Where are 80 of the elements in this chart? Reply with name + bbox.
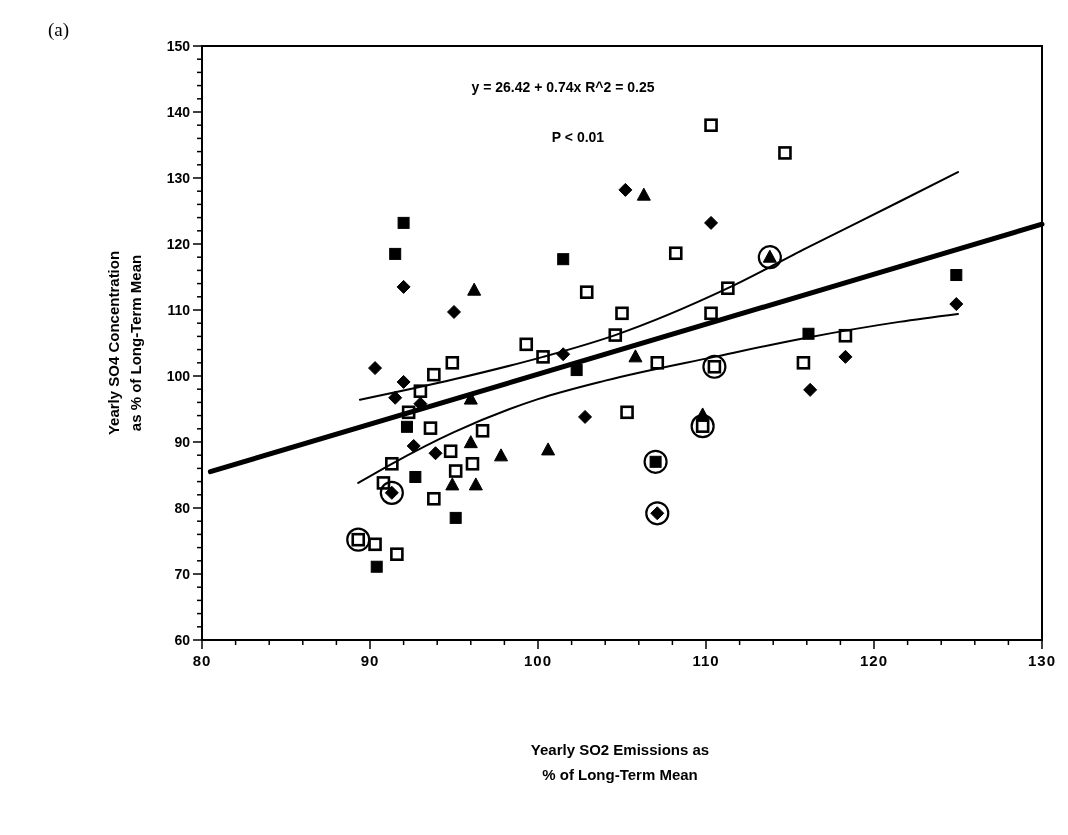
point: [494, 448, 509, 462]
point: [803, 382, 818, 397]
point: [950, 269, 963, 282]
text: (a): [48, 19, 70, 41]
line-series: [357, 312, 959, 484]
point: [643, 449, 668, 474]
point: [463, 435, 478, 449]
point: [427, 367, 441, 382]
point: [702, 354, 727, 379]
y-tick-label: 60: [174, 632, 191, 648]
y-tick-label: 80: [174, 500, 191, 516]
point: [346, 527, 371, 552]
y-tick-label: 130: [166, 170, 191, 186]
point: [579, 285, 594, 299]
y-tick-label: 120: [166, 236, 191, 252]
point: [449, 511, 462, 524]
point: [615, 306, 629, 321]
point: [389, 247, 402, 260]
annotation: P < 0.01: [551, 129, 605, 145]
point: [802, 327, 815, 340]
point: [519, 337, 534, 352]
point: [645, 501, 670, 526]
point: [379, 480, 404, 505]
point: [838, 349, 853, 364]
point: [423, 421, 438, 435]
point: [443, 444, 458, 459]
point: [445, 477, 460, 491]
point: [447, 304, 461, 319]
x-tick-label: 100: [523, 652, 553, 669]
point: [668, 246, 683, 261]
x-axis-title: Yearly SO2 Emissions as % of Long-Term Mean: [530, 741, 710, 783]
point: [690, 414, 715, 439]
x-tick-label: 90: [360, 652, 380, 669]
point: [620, 405, 634, 420]
point: [370, 560, 383, 573]
point: [396, 374, 411, 389]
point: [409, 470, 422, 483]
annotation: y = 26.42 + 0.74x R^2 = 0.25: [471, 79, 655, 95]
point: [541, 442, 556, 456]
point: [704, 306, 718, 321]
point: [465, 456, 480, 471]
point: [796, 356, 811, 370]
point: [390, 547, 404, 561]
point: [475, 423, 490, 438]
point: [467, 282, 482, 296]
point: [406, 438, 421, 453]
point: [570, 364, 583, 377]
point: [468, 477, 483, 491]
point: [778, 146, 792, 160]
point: [368, 361, 383, 376]
y-tick-label: 140: [166, 104, 191, 120]
point: [400, 420, 413, 433]
point: [949, 297, 964, 312]
x-tick-label: 110: [692, 652, 720, 669]
point: [578, 409, 593, 424]
point: [650, 356, 665, 370]
point: [704, 215, 719, 230]
x-tick-label: 120: [859, 652, 889, 669]
point: [397, 216, 410, 229]
point: [445, 356, 460, 370]
line-series: [358, 171, 959, 401]
y-tick-label: 100: [166, 368, 191, 384]
point: [636, 187, 651, 201]
point: [427, 491, 441, 506]
point: [628, 349, 643, 363]
y-axis-title: Yearly SO4 Concentration as % of Long-Term Mean: [105, 250, 144, 436]
y-tick-label: 150: [166, 38, 191, 54]
y-tick-label: 90: [174, 434, 191, 450]
point: [428, 446, 443, 461]
point: [388, 390, 403, 405]
point: [704, 118, 718, 132]
y-tick-label: 110: [167, 302, 191, 318]
point: [618, 182, 633, 197]
point: [396, 279, 411, 294]
y-tick-label: 70: [174, 566, 191, 582]
point: [557, 253, 570, 266]
point: [448, 464, 463, 478]
x-tick-label: 130: [1027, 652, 1057, 669]
x-tick-label: 80: [192, 652, 212, 669]
point: [368, 537, 382, 552]
